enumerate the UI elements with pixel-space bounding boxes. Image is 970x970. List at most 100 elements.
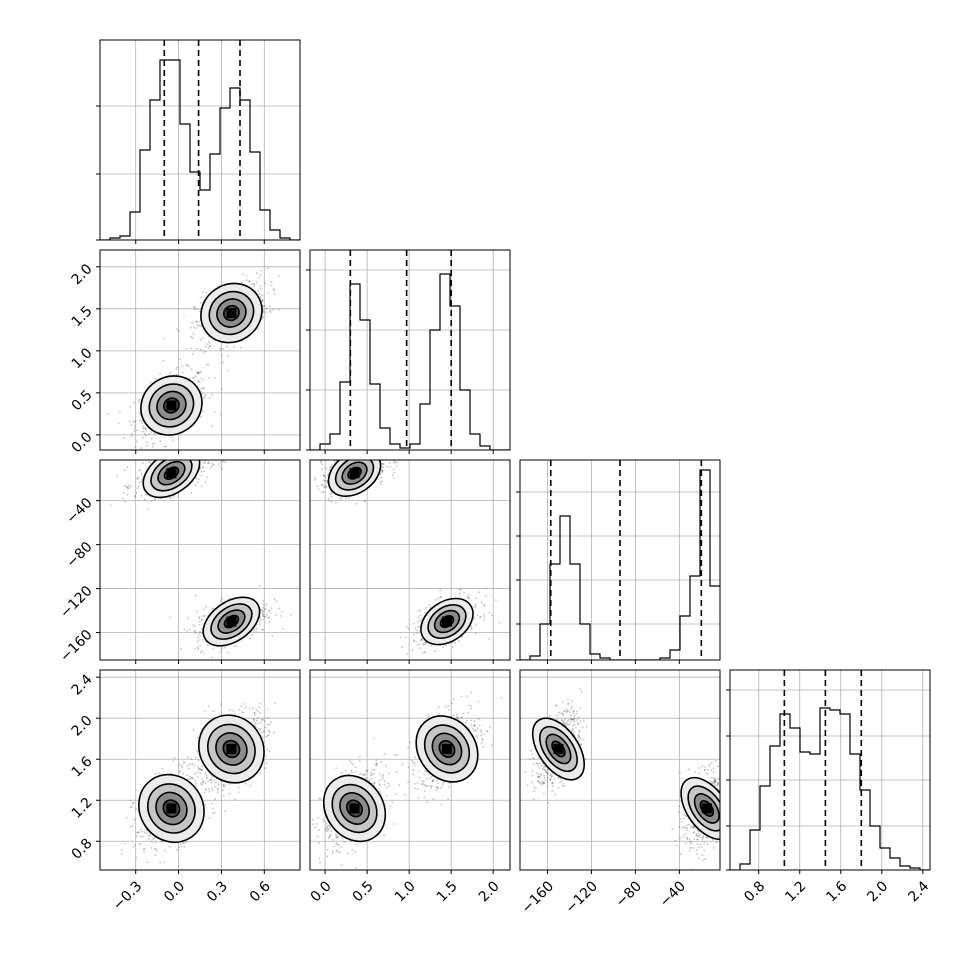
scatter-point	[211, 425, 214, 428]
scatter-point	[267, 716, 269, 719]
scatter-point	[320, 491, 323, 494]
scatter-point	[262, 615, 265, 618]
scatter-point	[153, 433, 156, 435]
scatter-point	[195, 444, 197, 446]
scatter-point	[381, 469, 384, 472]
scatter-point	[316, 485, 319, 487]
scatter-point	[168, 496, 171, 499]
scatter-point	[199, 451, 201, 453]
scatter-point	[212, 710, 215, 712]
scatter-point	[259, 285, 262, 287]
scatter-point	[322, 820, 325, 823]
scatter-point	[190, 347, 192, 350]
scatter-point	[321, 463, 324, 466]
scatter-point	[211, 776, 214, 778]
scatter-point	[129, 825, 132, 828]
scatter-point	[253, 629, 256, 632]
scatter-point	[254, 721, 257, 724]
scatter-point	[202, 461, 205, 464]
scatter-point	[273, 289, 275, 291]
scatter-point	[335, 834, 338, 837]
scatter-point	[417, 616, 420, 619]
scatter-point	[264, 615, 267, 617]
scatter-point	[141, 478, 144, 481]
scatter-point	[208, 397, 211, 399]
scatter-point	[196, 771, 199, 774]
scatter-point	[318, 829, 320, 831]
scatter-point	[211, 607, 214, 610]
scatter-point	[256, 281, 258, 284]
scatter-point	[164, 445, 167, 447]
scatter-point	[110, 504, 113, 507]
scatter-point	[116, 474, 118, 477]
scatter-point	[264, 311, 267, 314]
scatter-point	[179, 454, 181, 456]
scatter-point	[325, 829, 327, 832]
scatter-point	[363, 774, 366, 776]
scatter-point	[263, 310, 265, 313]
scatter-point	[222, 361, 225, 364]
scatter-point	[260, 269, 263, 272]
scatter-point	[187, 365, 190, 368]
scatter-point	[137, 477, 140, 479]
y-tick-label: −120	[57, 583, 96, 622]
scatter-point	[130, 876, 132, 878]
scatter-point	[326, 824, 329, 827]
scatter-point	[421, 638, 423, 641]
scatter-point	[143, 851, 145, 853]
scatter-point	[253, 724, 256, 726]
scatter-point	[172, 451, 174, 453]
scatter-point	[179, 770, 182, 773]
density-panel-2-0: −160−120−80−40	[57, 441, 301, 665]
scatter-point	[331, 852, 334, 855]
scatter-point	[324, 486, 326, 489]
scatter-point	[138, 842, 141, 845]
scatter-point	[388, 457, 390, 459]
scatter-point	[219, 348, 222, 351]
scatter-point	[160, 840, 163, 843]
scatter-point	[386, 786, 388, 789]
scatter-point	[459, 588, 462, 591]
scatter-point	[261, 629, 264, 631]
scatter-point	[330, 493, 332, 495]
scatter-point	[194, 625, 197, 628]
scatter-point	[200, 441, 202, 443]
scatter-point	[357, 457, 359, 459]
scatter-point	[261, 609, 264, 612]
scatter-point	[194, 629, 197, 632]
scatter-point	[222, 460, 225, 463]
scatter-point	[143, 848, 145, 850]
scatter-point	[159, 440, 162, 443]
scatter-point	[238, 708, 241, 711]
scatter-point	[420, 619, 422, 622]
scatter-point	[170, 496, 173, 499]
scatter-point	[378, 780, 380, 782]
scatter-point	[181, 764, 183, 767]
scatter-point	[261, 736, 264, 738]
scatter-point	[189, 763, 191, 766]
scatter-point	[192, 306, 195, 308]
scatter-point	[376, 762, 378, 764]
scatter-point	[240, 711, 243, 714]
scatter-point	[474, 603, 477, 606]
scatter-point	[319, 798, 322, 801]
scatter-point	[233, 645, 236, 648]
scatter-point	[381, 470, 384, 473]
scatter-point	[346, 457, 348, 459]
scatter-point	[198, 633, 200, 636]
scatter-point	[204, 782, 207, 785]
scatter-point	[423, 611, 426, 614]
scatter-point	[257, 289, 260, 292]
scatter-point	[244, 706, 247, 709]
scatter-point	[378, 784, 381, 786]
scatter-point	[212, 647, 215, 650]
scatter-point	[320, 484, 323, 486]
scatter-point	[417, 610, 420, 612]
scatter-point	[197, 767, 200, 770]
scatter-point	[476, 614, 479, 617]
scatter-point	[376, 456, 378, 458]
scatter-point	[212, 463, 215, 466]
scatter-point	[266, 613, 268, 616]
y-tick-label: 0.0	[69, 429, 96, 456]
scatter-point	[253, 714, 256, 717]
